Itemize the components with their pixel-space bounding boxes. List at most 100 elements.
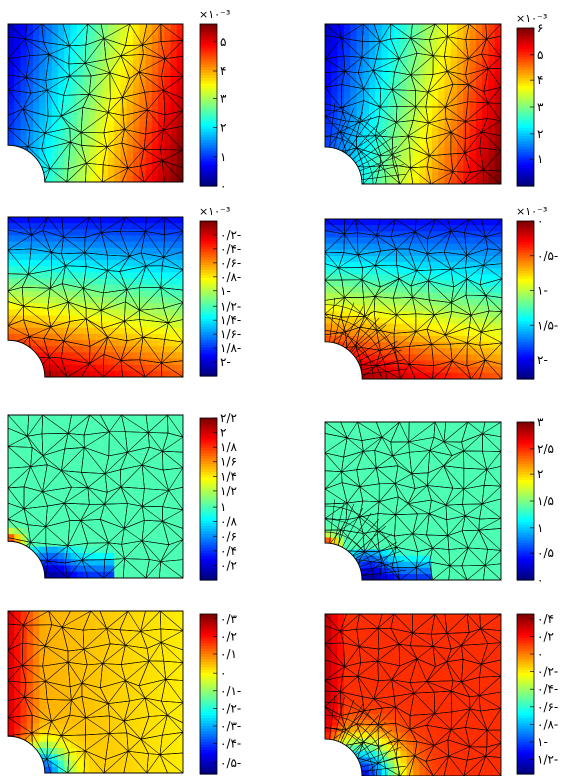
colorbar-tick-label: ۰	[220, 666, 226, 680]
colorbar-tick-label: ۱/۲-	[220, 299, 241, 313]
contour-field	[8, 415, 183, 578]
panel-r4-left: ۰/۳ ۰/۲ ۰/۱ ۰ ۰/۱- ۰/۲- ۰/۳- ۰/۴- ۰/۵-	[7, 610, 241, 775]
colorbar: ۰ ۰/۵- ۱- ۱/۵- ۲- ×۱۰⁻³	[516, 205, 558, 380]
colorbar-tick-label: ۰/۸	[220, 515, 237, 529]
mesh	[325, 614, 501, 776]
colorbar-tick-label: ۰/۶-	[220, 256, 241, 270]
panel-r3-left: ۲/۲۲۱/۸۱/۶۱/۴۱/۲ ۱۰/۸۰/۶۰/۴۰/۲	[7, 411, 237, 581]
colorbar: ۰/۳ ۰/۲ ۰/۱ ۰ ۰/۱- ۰/۲- ۰/۳- ۰/۴- ۰/۵-	[199, 612, 241, 775]
colorbar-tick-label: ۱	[220, 500, 226, 514]
panel-r2-left: ۰/۲-۰/۴-۰/۶-۰/۸-۱-۱/۲-۱/۴-۱/۶-۱/۸-۲- ×۱۰⁻…	[7, 205, 241, 378]
colorbar-tick-label: ۲/۲	[220, 411, 237, 425]
plate-outline	[7, 216, 184, 378]
colorbar-tick-label: ۳	[537, 100, 544, 114]
colorbar-tick-label: ۱/۵-	[537, 318, 558, 332]
colorbar-tick-label: ۰/۸-	[220, 270, 241, 284]
colorbar-tick-label: ۰/۲	[220, 629, 237, 643]
colorbar-tick-label: ۰/۴-	[537, 682, 558, 696]
colorbar-tick-label: ۰/۲	[220, 558, 237, 572]
colorbar-tick-label: ۱/۶-	[220, 327, 241, 341]
colorbar-tick-label: ۱/۶	[220, 455, 237, 469]
colorbar-tick-label: ۱/۲	[220, 484, 237, 498]
colorbar: ۰/۲-۰/۴-۰/۶-۰/۸-۱-۱/۲-۱/۴-۱/۶-۱/۸-۲- ×۱۰⁻…	[199, 205, 241, 377]
colorbar-tick-label: ۰/۱-	[220, 684, 241, 698]
colorbar-tick-label: ۴	[220, 64, 226, 78]
colorbar-tick-label: ۱/۸	[220, 440, 237, 454]
panel-r2-right: ۰ ۰/۵- ۱- ۱/۵- ۲- ×۱۰⁻³	[324, 205, 558, 380]
mesh	[8, 611, 183, 773]
colorbar-tick-label: ۰/۶	[220, 529, 237, 543]
colorbar-tick-label: ۰/۵	[537, 546, 554, 560]
contour-field	[325, 614, 501, 776]
colorbar-tick-label: ۱-	[537, 284, 548, 298]
colorbar-tick-label: ۰/۴-	[220, 737, 241, 751]
colorbar-tick-label: ۱-	[537, 735, 548, 749]
colorbar: ۲/۲۲۱/۸۱/۶۱/۴۱/۲ ۱۰/۸۰/۶۰/۴۰/۲	[199, 411, 237, 581]
colorbar-tick-label: ۰/۲-	[220, 228, 241, 242]
mesh	[325, 422, 501, 580]
contour-field	[325, 219, 502, 379]
colorbar-tick-label: ۰/۸-	[537, 717, 558, 731]
colorbar-multiplier: ×۱۰⁻³	[199, 8, 230, 21]
colorbar-tick-label: ۱	[537, 152, 543, 166]
colorbar-tick-label: ۲	[537, 127, 543, 141]
colorbar-tick-label: ۳	[537, 415, 544, 429]
colorbar-tick-label: ۱/۲-	[537, 753, 558, 767]
colorbar-multiplier: ×۱۰⁻³	[516, 205, 547, 218]
plate-outline	[7, 23, 184, 183]
mesh	[8, 217, 183, 377]
colorbar-tick-label: ۲	[537, 467, 543, 481]
panel-r4-right: ۰/۴ ۰/۲ ۰ ۰/۲- ۰/۴- ۰/۶- ۰/۸- ۱- ۱/۲-	[324, 612, 558, 776]
colorbar-tick-label: ۰/۴	[220, 544, 237, 558]
colorbar: ۰/۴ ۰/۲ ۰ ۰/۲- ۰/۴- ۰/۶- ۰/۸- ۱- ۱/۲-	[516, 612, 558, 775]
colorbar-tick-label: ۰/۳-	[220, 719, 241, 733]
colorbar-tick-label: ۲	[220, 121, 226, 135]
colorbar-multiplier: ×۱۰⁻³	[516, 12, 547, 25]
contour-field	[325, 422, 501, 580]
panel-r1-right: ۱ ۲ ۳ ۴ ۵ ۶×۱۰⁻³	[324, 12, 547, 187]
colorbar-tick-label: ۱/۴	[220, 469, 237, 483]
colorbar-tick-label: ۰/۴-	[220, 242, 241, 256]
panel-r3-right: ۳ ۲/۵ ۲ ۱/۵ ۱ ۰/۵ ۰	[324, 415, 554, 587]
colorbar: ۰ ۱ ۲ ۳ ۴ ۵ ×۱۰⁻³	[199, 8, 230, 193]
colorbar-tick-label: ۱/۵	[537, 494, 554, 508]
colorbar-tick-label: ۰/۵-	[220, 756, 241, 770]
plate-outline	[324, 218, 503, 380]
colorbar-tick-label: ۲-	[220, 355, 231, 369]
colorbar-tick-label: ۰	[537, 573, 543, 587]
plate-outline	[7, 414, 184, 579]
colorbar-tick-label: ۰/۲-	[220, 701, 241, 715]
colorbar-tick-label: ۲-	[537, 353, 548, 367]
colorbar-tick-label: ۱	[220, 150, 226, 164]
colorbar: ۳ ۲/۵ ۲ ۱/۵ ۱ ۰/۵ ۰	[516, 415, 554, 587]
plate-outline	[324, 23, 502, 185]
contour-field	[8, 217, 183, 377]
colorbar-tick-label: ۰/۲-	[537, 665, 558, 679]
colorbar-tick-label: ۰	[537, 647, 543, 661]
colorbar-tick-label: ۰/۵-	[537, 249, 558, 263]
contour-field	[325, 24, 501, 184]
panel-r1-left: ۰ ۱ ۲ ۳ ۴ ۵ ×۱۰⁻³	[7, 8, 230, 193]
colorbar-tick-label: ۲	[220, 426, 226, 440]
mesh	[8, 415, 183, 578]
colorbar-tick-label: ۱	[537, 521, 543, 535]
colorbar-tick-label: ۵	[220, 35, 226, 49]
colorbar-tick-label: ۴	[537, 73, 543, 87]
colorbar-tick-label: ۰/۳	[220, 612, 237, 626]
colorbar-tick-label: ۶	[537, 21, 543, 35]
colorbar-tick-label: ۰/۱	[220, 647, 237, 661]
colorbar-tick-label: ۵	[537, 48, 543, 62]
colorbar-tick-label: ۲/۵	[537, 442, 554, 456]
colorbar-tick-label: ۱-	[220, 284, 231, 298]
plate-outline	[324, 613, 502, 776]
colorbar-tick-label: ۰/۶-	[537, 700, 558, 714]
colorbar-tick-label: ۳	[220, 92, 227, 106]
contour-field	[8, 611, 183, 773]
plate-outline	[7, 610, 184, 774]
colorbar-multiplier: ×۱۰⁻³	[199, 205, 230, 218]
mesh	[8, 24, 183, 182]
colorbar-tick-label: ۱/۴-	[220, 313, 241, 327]
colorbar-tick-label: ۰/۲	[537, 629, 554, 643]
colorbar-tick-label: ۰/۴	[537, 612, 554, 626]
